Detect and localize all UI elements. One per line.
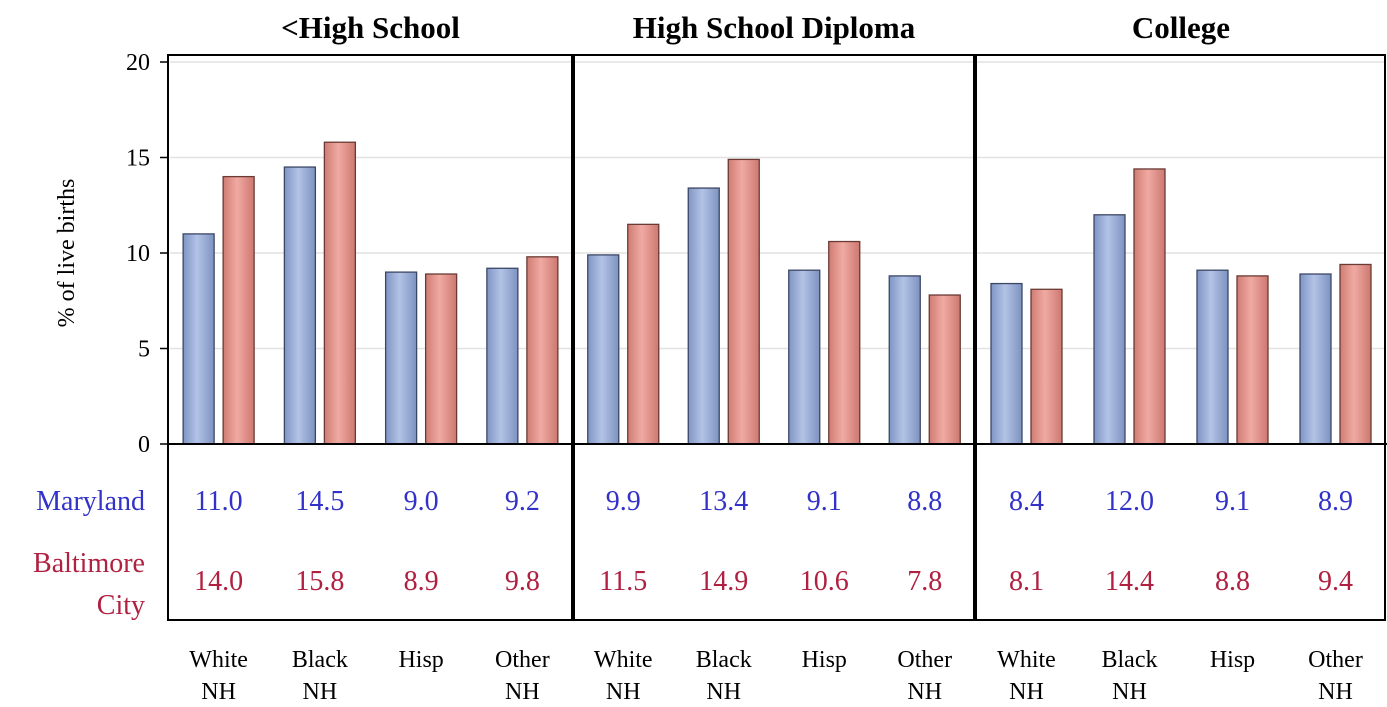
bar — [1133, 168, 1166, 445]
bar — [587, 254, 620, 445]
category-label: NH — [1318, 679, 1353, 705]
value-label: 13.4 — [699, 486, 748, 517]
category-label: NH — [1112, 679, 1147, 705]
bars — [182, 141, 1372, 445]
value-label: 9.4 — [1318, 566, 1353, 597]
bar — [727, 158, 760, 445]
bar — [687, 187, 720, 445]
y-tick-label: 15 — [126, 146, 150, 172]
bar — [323, 141, 357, 445]
panel-title: High School Diploma — [633, 10, 916, 45]
category-label: Hisp — [398, 647, 443, 673]
category-label: Other — [897, 647, 952, 673]
bar — [828, 240, 861, 445]
bar — [1339, 263, 1372, 445]
category-label: Black — [696, 647, 752, 673]
value-label: 9.1 — [807, 486, 842, 517]
value-label: 9.9 — [606, 486, 641, 517]
value-label: 15.8 — [295, 566, 344, 597]
category-label: NH — [201, 679, 236, 705]
category-label: White — [997, 647, 1056, 673]
category-label: Black — [1102, 647, 1158, 673]
bar — [1236, 275, 1269, 445]
bar — [486, 267, 519, 445]
value-label: 8.1 — [1009, 566, 1044, 597]
bar — [627, 223, 660, 445]
value-label: 9.2 — [505, 486, 540, 517]
y-axis: 0 5 10 15 20 — [126, 50, 168, 458]
category-label: White — [594, 647, 653, 673]
y-tick-label: 0 — [138, 432, 150, 458]
bar — [928, 294, 961, 445]
value-label: 12.0 — [1105, 486, 1154, 517]
y-axis-label: % of live births — [54, 179, 80, 328]
bar — [283, 166, 317, 445]
value-label: 9.1 — [1215, 486, 1250, 517]
category-label: NH — [606, 679, 641, 705]
bar — [1030, 288, 1063, 445]
panel-title: <High School — [281, 10, 460, 45]
value-label: 11.0 — [195, 486, 243, 517]
bar — [1299, 273, 1332, 445]
row-labels: Maryland Baltimore City — [33, 486, 145, 621]
value-label: 9.8 — [505, 566, 540, 597]
bar — [526, 256, 559, 445]
bar — [424, 273, 458, 445]
bar — [182, 233, 215, 445]
value-table: 11.0 14.0 14.5 15.8 9.0 8.9 9.2 9.8 9.9 11.5 13.4 1… — [194, 486, 1353, 597]
value-label: 8.4 — [1009, 486, 1044, 517]
category-labels: White NH Black NH Hisp Other NH White NH Black NH H… — [189, 647, 1363, 705]
category-label: Other — [495, 647, 550, 673]
category-label: Black — [292, 647, 348, 673]
value-label: 7.8 — [907, 566, 942, 597]
panel-title: College — [1132, 10, 1230, 45]
value-label: 14.9 — [699, 566, 748, 597]
bar — [384, 271, 418, 445]
bar — [1196, 269, 1229, 445]
value-label: 8.9 — [404, 566, 439, 597]
row-label: City — [97, 590, 145, 621]
category-label: NH — [505, 679, 540, 705]
bar — [888, 275, 921, 445]
bar — [990, 282, 1023, 445]
category-label: NH — [706, 679, 741, 705]
category-label: NH — [303, 679, 338, 705]
y-tick-label: 10 — [126, 241, 150, 267]
y-tick-label: 5 — [138, 337, 150, 363]
panel-titles: <High School High School Diploma College — [281, 10, 1230, 45]
row-label: Maryland — [36, 486, 145, 517]
category-label: NH — [907, 679, 942, 705]
value-label: 8.8 — [907, 486, 942, 517]
category-label: Other — [1308, 647, 1363, 673]
value-label: 10.6 — [800, 566, 849, 597]
panel-frames — [167, 54, 1387, 621]
category-label: NH — [1009, 679, 1044, 705]
category-label: Hisp — [802, 647, 847, 673]
value-label: 14.0 — [194, 566, 243, 597]
bar — [788, 269, 821, 445]
value-label: 14.5 — [295, 486, 344, 517]
value-label: 9.0 — [404, 486, 439, 517]
y-tick-label: 20 — [126, 50, 150, 76]
value-label: 8.9 — [1318, 486, 1353, 517]
category-label: Hisp — [1210, 647, 1255, 673]
value-label: 8.8 — [1215, 566, 1250, 597]
row-label: Baltimore — [33, 548, 145, 579]
value-label: 14.4 — [1105, 566, 1154, 597]
bar — [1093, 214, 1126, 445]
category-label: White — [189, 647, 248, 673]
value-label: 11.5 — [599, 566, 647, 597]
bar — [222, 175, 255, 445]
